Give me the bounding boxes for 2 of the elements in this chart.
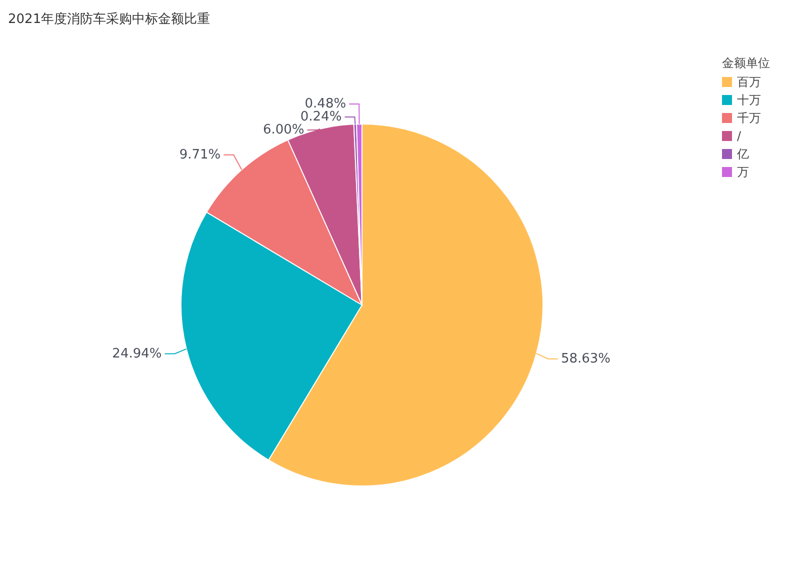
legend-title: 金额单位: [722, 56, 770, 70]
title: 2021年度消防车采购中标金额比重: [8, 12, 210, 27]
